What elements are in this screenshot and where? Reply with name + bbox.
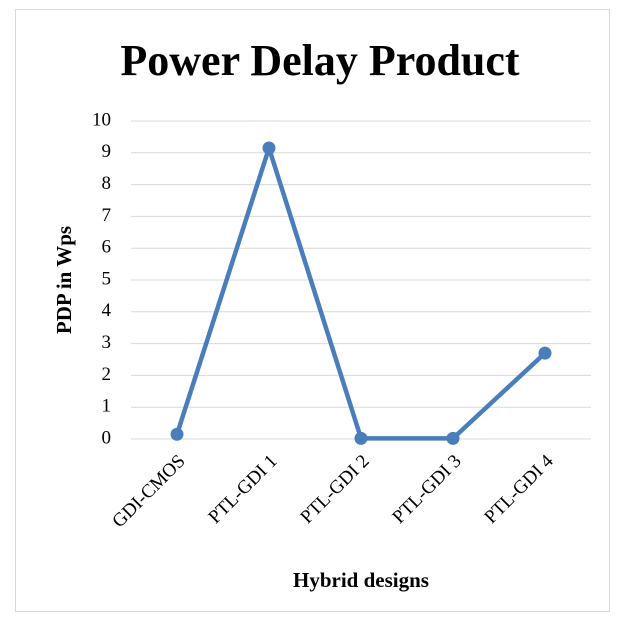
y-tick-label: 1 [102, 396, 112, 417]
data-point [446, 431, 460, 445]
chart-title: Power Delay Product [120, 36, 520, 85]
y-tick-label: 4 [102, 300, 112, 321]
y-tick-label: 5 [102, 268, 112, 289]
data-point [170, 427, 184, 441]
y-tick-label: 2 [102, 364, 112, 385]
y-tick-label: 8 [102, 173, 112, 194]
data-point [354, 431, 368, 445]
y-tick-label: 0 [102, 427, 112, 448]
x-axis-title: Hybrid designs [293, 568, 429, 592]
y-tick-label: 7 [102, 205, 112, 226]
y-tick-label: 10 [92, 109, 111, 130]
data-point [262, 141, 276, 155]
y-axis-title: PDP in Wps [52, 226, 76, 334]
y-tick-label: 9 [102, 141, 112, 162]
y-tick-label: 3 [102, 332, 112, 353]
chart-border [15, 9, 610, 612]
y-tick-label: 6 [102, 237, 112, 258]
data-point [538, 346, 552, 360]
